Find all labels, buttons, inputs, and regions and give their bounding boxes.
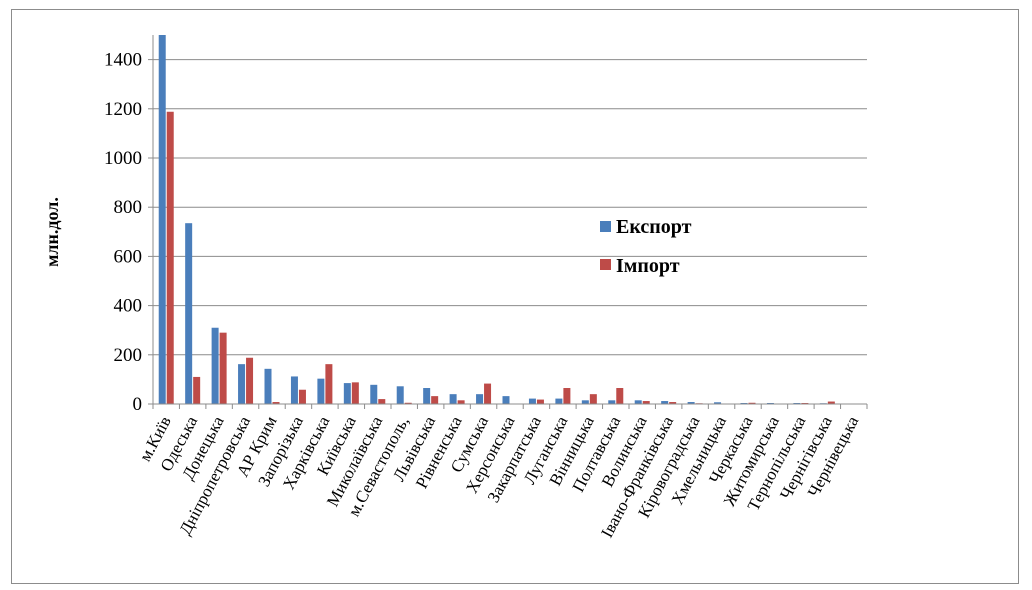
axes: [152, 35, 868, 409]
bar-chart: 0 200 400 600 800 1000 1200 1400 м.КиївОдеськаД…: [42, 35, 868, 541]
chart-frame: 0 200 400 600 800 1000 1200 1400 м.Київ Одеська Д…: [11, 9, 1019, 584]
y-tick-label: 400: [114, 296, 143, 317]
bar-export: [476, 394, 484, 404]
bar-import: [616, 388, 624, 404]
x-axis-category-labels: м.КиївОдеськаДонецькаДніпропетровськаАР …: [135, 413, 862, 541]
legend: Експорт Імпорт: [600, 216, 692, 277]
y-tick-label: 800: [114, 197, 143, 218]
bar-export: [185, 223, 193, 404]
bar-export: [343, 383, 351, 404]
bar-import: [351, 382, 359, 404]
bar-export: [449, 394, 457, 404]
bar-import: [404, 402, 412, 404]
bar-import: [563, 388, 571, 404]
y-tick-label: 1400: [104, 50, 142, 71]
bar-import: [219, 332, 227, 404]
bar-import: [272, 402, 280, 404]
bar-import: [378, 399, 386, 404]
legend-swatch-import: [600, 259, 611, 270]
y-tick-label: 600: [114, 246, 143, 267]
bar-import: [669, 402, 677, 404]
bar-export: [238, 364, 246, 404]
bar-export: [661, 401, 669, 404]
bar-import: [457, 400, 465, 404]
bar-export: [581, 400, 589, 404]
y-tick-label: 1200: [104, 99, 142, 120]
y-axis-label: млн.дол.: [42, 197, 62, 267]
y-tick-label: 200: [114, 345, 143, 366]
y-tick-label: 1000: [104, 148, 142, 169]
bar-export: [687, 402, 695, 404]
bar-export: [290, 376, 298, 404]
bar-export: [396, 386, 404, 404]
legend-label-import: Імпорт: [616, 255, 680, 277]
bar-import: [166, 111, 174, 404]
bar-import: [748, 402, 756, 404]
bar-import: [246, 357, 254, 404]
bar-export: [423, 388, 431, 404]
bar-export: [555, 398, 563, 404]
bar-export: [264, 368, 272, 404]
bar-import: [325, 364, 333, 404]
y-tick-label: 0: [133, 394, 143, 415]
bar-import: [298, 389, 306, 404]
bar-export: [634, 400, 642, 404]
y-axis-ticks: 0 200 400 600 800 1000 1200 1400: [104, 50, 153, 415]
bar-export: [714, 402, 722, 404]
bar-export: [158, 35, 166, 404]
bars: [158, 35, 862, 404]
bar-import: [484, 383, 492, 404]
bar-export: [528, 398, 536, 404]
bar-export: [370, 384, 378, 404]
bar-import: [536, 399, 544, 404]
bar-import: [642, 401, 650, 404]
bar-import: [827, 401, 835, 404]
gridlines: [153, 59, 867, 356]
legend-swatch-export: [600, 221, 611, 232]
bar-export: [608, 400, 616, 404]
bar-import: [589, 394, 597, 404]
bar-import: [431, 396, 439, 404]
legend-label-export: Експорт: [616, 216, 692, 238]
bar-export: [211, 327, 219, 404]
bar-export: [502, 396, 510, 404]
bar-export: [317, 378, 325, 404]
bar-import: [193, 376, 201, 404]
